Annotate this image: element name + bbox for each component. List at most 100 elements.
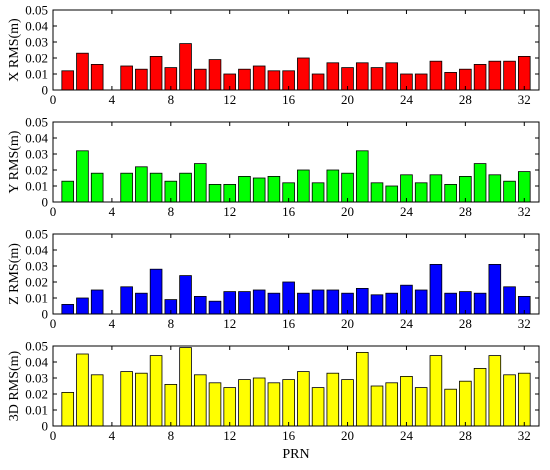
bar-prn-2	[76, 150, 89, 203]
bar-prn-2	[76, 297, 89, 315]
bar-prn-9	[179, 275, 192, 315]
bar-prn-18	[311, 73, 325, 91]
y-tick-label: 0.01	[25, 67, 48, 82]
bar-prn-10	[193, 295, 207, 315]
bar-prn-25	[414, 289, 428, 315]
y-tick-label: 0.04	[25, 131, 48, 146]
y-tick-label: 0.05	[25, 227, 48, 242]
plot-area	[53, 346, 539, 426]
bar-prn-23	[385, 292, 399, 315]
bar-prn-28	[459, 380, 472, 427]
bar-prn-26	[429, 355, 443, 427]
x-tick-label: 4	[109, 92, 116, 107]
y-tick-label: 0.02	[25, 387, 48, 402]
y-axis-label: Y RMS(m)	[7, 130, 22, 193]
bar-prn-13	[238, 68, 251, 91]
bar-prn-1	[61, 391, 75, 427]
y-tick-label: 0	[42, 83, 49, 98]
bar-prn-9	[179, 43, 192, 91]
bar-prn-6	[135, 292, 148, 315]
bar-prn-29	[473, 64, 487, 91]
chart-panel-3: 00.010.020.030.040.05 0 4 8 12 16 20 24 28 32 Z RM…	[7, 227, 540, 331]
bar-prn-31	[503, 374, 516, 427]
bar-prn-2	[76, 353, 89, 427]
x-tick-label: 16	[282, 92, 296, 107]
y-tick-label: 0	[42, 307, 49, 322]
bar-prn-3	[90, 172, 104, 203]
x-tick-label: 4	[109, 428, 116, 443]
chart-panel-4: 00.010.020.030.040.05 0 4 8 12 16 20 24 28 32 3D R…	[7, 339, 540, 462]
bar-prn-17	[297, 371, 310, 427]
bar-prn-29	[473, 163, 487, 203]
bar-prn-3	[90, 374, 104, 427]
bar-prn-21	[355, 150, 369, 203]
x-tick-label: 32	[518, 428, 531, 443]
bar-prn-27	[444, 72, 457, 91]
y-tick-label: 0.03	[25, 147, 48, 162]
bar-prn-13	[238, 379, 251, 427]
bar-prn-14	[252, 377, 266, 427]
y-tick-label: 0.05	[25, 3, 48, 18]
x-tick-label: 28	[459, 92, 472, 107]
bar-prn-23	[385, 62, 399, 91]
x-tick-label: 12	[223, 92, 236, 107]
bar-prn-10	[193, 374, 207, 427]
bar-prn-3	[90, 64, 104, 91]
bar-prn-10	[193, 163, 207, 203]
bar-prn-17	[297, 292, 310, 315]
bar-prn-30	[488, 60, 502, 91]
bar-prn-27	[444, 292, 457, 315]
bar-prn-14	[252, 65, 266, 91]
bar-prn-16	[282, 281, 295, 315]
x-tick-label: 24	[400, 204, 414, 219]
bar-prn-20	[341, 379, 354, 427]
bar-prn-24	[400, 284, 413, 315]
bar-prn-14	[252, 289, 266, 315]
x-tick-label: 32	[518, 316, 531, 331]
bar-prn-18	[311, 182, 325, 203]
bar-prn-22	[370, 67, 384, 91]
y-tick-label: 0.01	[25, 403, 48, 418]
plot-frame	[52, 121, 540, 203]
x-tick-label: 8	[168, 204, 175, 219]
x-tick-label: 32	[518, 92, 531, 107]
y-tick-label: 0.04	[25, 243, 48, 258]
y-tick-label: 0.03	[25, 371, 48, 386]
bar-prn-19	[326, 289, 340, 315]
x-axis-label: PRN	[282, 447, 309, 462]
bar-prn-21	[355, 351, 369, 427]
plot-area	[53, 10, 539, 90]
bar-prn-8	[164, 383, 178, 427]
bar-prn-1	[61, 180, 75, 203]
x-tick-label: 28	[459, 428, 472, 443]
y-tick-label: 0.04	[25, 355, 48, 370]
bar-prn-12	[223, 387, 237, 427]
bar-prn-9	[179, 347, 192, 427]
x-tick-label: 8	[168, 316, 175, 331]
bar-prn-32	[517, 171, 531, 203]
y-tick-label: 0.01	[25, 179, 48, 194]
bar-prn-10	[193, 68, 207, 91]
bar-prn-6	[135, 372, 148, 427]
y-tick-label: 0.01	[25, 291, 48, 306]
x-tick-label: 16	[282, 428, 296, 443]
bar-prn-21	[355, 62, 369, 91]
bar-prn-17	[297, 57, 310, 91]
x-tick-label: 28	[459, 316, 472, 331]
bar-prn-11	[208, 382, 222, 427]
bar-prn-5	[120, 286, 133, 315]
bar-prn-25	[414, 387, 428, 427]
y-axis-label: 3D RMS(m)	[7, 350, 22, 421]
bar-prn-7	[149, 355, 163, 427]
x-tick-label: 4	[109, 204, 116, 219]
bar-prn-21	[355, 287, 369, 315]
bar-prn-15	[267, 70, 281, 91]
bar-prn-3	[90, 289, 104, 315]
bar-prn-22	[370, 294, 384, 315]
x-tick-label: 8	[168, 92, 175, 107]
bar-prn-18	[311, 289, 325, 315]
bar-prn-25	[414, 73, 428, 91]
plot-frame	[52, 345, 540, 427]
bar-prn-27	[444, 388, 457, 427]
